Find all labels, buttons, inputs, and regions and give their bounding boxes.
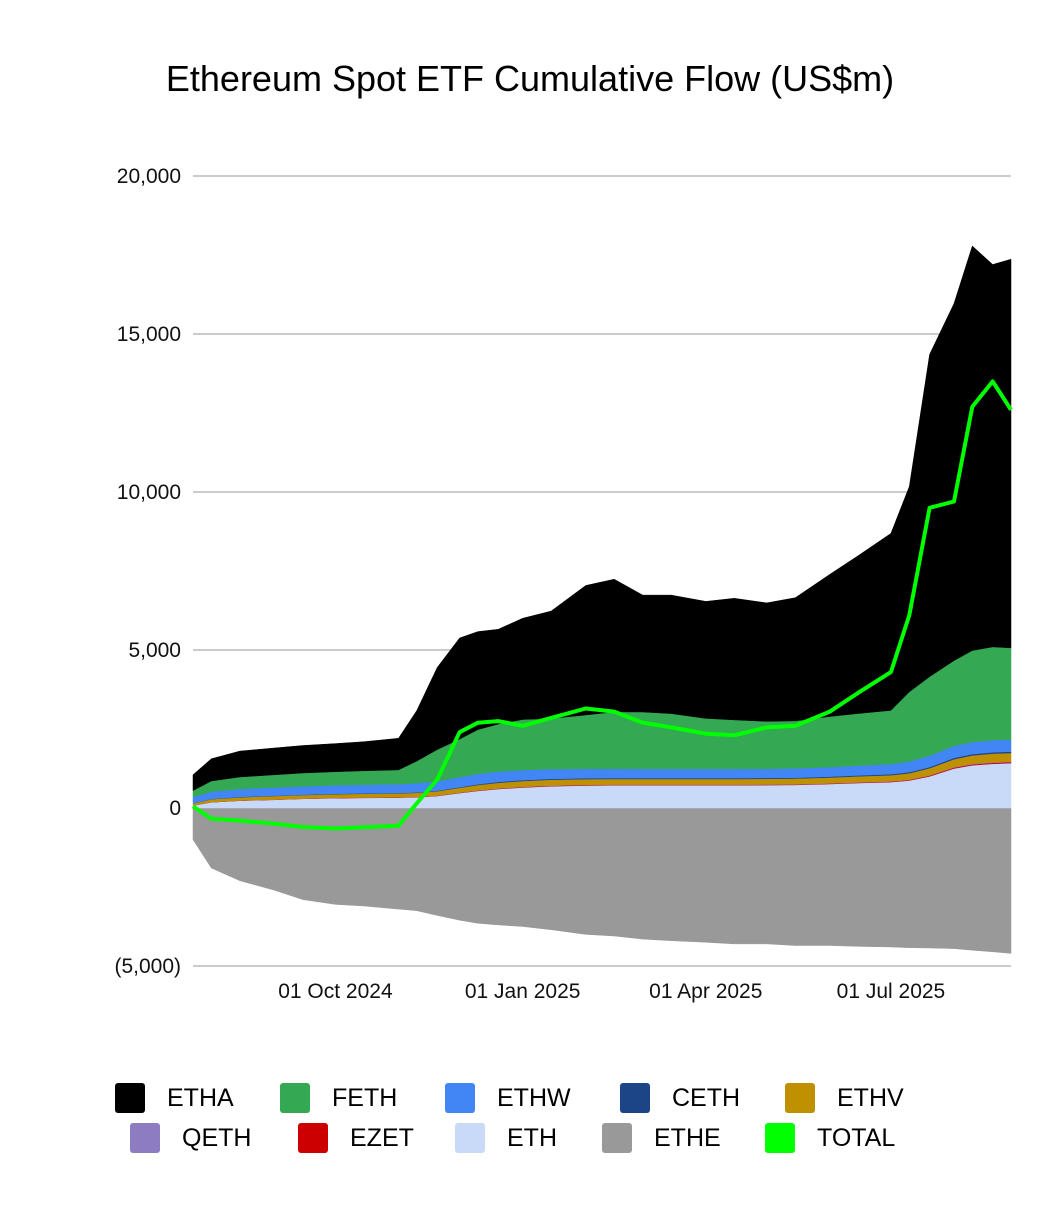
legend-swatch bbox=[785, 1083, 815, 1113]
legend-swatch bbox=[130, 1123, 160, 1153]
area-etha bbox=[192, 245, 1012, 792]
y-tick-label: 0 bbox=[169, 797, 181, 820]
legend-label: FETH bbox=[332, 1083, 398, 1112]
legend-label: ETHA bbox=[167, 1083, 234, 1112]
area-ethe bbox=[192, 807, 1012, 954]
legend-item-ethe: ETHE bbox=[602, 1123, 721, 1153]
x-tick-label: 01 Jul 2025 bbox=[837, 980, 946, 1003]
legend-swatch bbox=[115, 1083, 145, 1113]
x-tick-label: 01 Jan 2025 bbox=[465, 980, 581, 1003]
legend-item-ezet: EZET bbox=[298, 1123, 414, 1153]
legend: ETHA FETH ETHW CETH ETHV QETH EZET ETH ETHE TOTAL bbox=[115, 1078, 935, 1158]
legend-label: QETH bbox=[182, 1123, 252, 1152]
y-tick-label: 15,000 bbox=[117, 323, 181, 346]
legend-swatch bbox=[298, 1123, 328, 1153]
y-tick-label: 5,000 bbox=[128, 639, 181, 662]
legend-item-ethw: ETHW bbox=[445, 1083, 571, 1113]
legend-swatch bbox=[280, 1083, 310, 1113]
y-tick-label: (5,000) bbox=[114, 955, 181, 978]
legend-swatch bbox=[455, 1123, 485, 1153]
legend-label: ETH bbox=[507, 1123, 557, 1152]
legend-label: CETH bbox=[672, 1083, 741, 1112]
y-tick-label: 10,000 bbox=[117, 481, 181, 504]
legend-item-ethv: ETHV bbox=[785, 1083, 904, 1113]
line-total bbox=[191, 379, 1013, 831]
legend-swatch bbox=[765, 1123, 795, 1153]
legend-item-ceth: CETH bbox=[620, 1083, 740, 1113]
legend-item-etha: ETHA bbox=[115, 1083, 234, 1113]
legend-item-eth: ETH bbox=[455, 1123, 557, 1153]
legend-label: TOTAL bbox=[817, 1123, 896, 1152]
y-axis-ticks: 20,000 15,000 10,000 5,000 0 (5,000) bbox=[114, 165, 181, 978]
legend-item-total: TOTAL bbox=[765, 1123, 895, 1153]
legend-swatch bbox=[602, 1123, 632, 1153]
area-series bbox=[192, 245, 1012, 954]
y-tick-label: 20,000 bbox=[117, 165, 181, 188]
legend-row: ETHA FETH ETHW CETH ETHV bbox=[115, 1078, 935, 1118]
x-axis-ticks: 01 Oct 2024 01 Jan 2025 01 Apr 2025 01 Jul … bbox=[278, 980, 945, 1003]
legend-label: ETHE bbox=[654, 1123, 721, 1152]
chart-title: Ethereum Spot ETF Cumulative Flow (US$m) bbox=[165, 58, 895, 99]
legend-swatch bbox=[620, 1083, 650, 1113]
chart-plot: 20,000 15,000 10,000 5,000 0 (5,000) 01 Oct 2… bbox=[114, 165, 1013, 1003]
legend-label: ETHV bbox=[837, 1083, 904, 1112]
x-tick-label: 01 Oct 2024 bbox=[278, 980, 393, 1003]
legend-swatch bbox=[445, 1083, 475, 1113]
legend-item-qeth: QETH bbox=[130, 1123, 251, 1153]
legend-row: QETH EZET ETH ETHE TOTAL bbox=[115, 1118, 935, 1158]
total-line-layer bbox=[191, 379, 1013, 831]
legend-label: EZET bbox=[350, 1123, 414, 1152]
legend-label: ETHW bbox=[497, 1083, 571, 1112]
legend-item-feth: FETH bbox=[280, 1083, 397, 1113]
x-tick-label: 01 Apr 2025 bbox=[649, 980, 762, 1003]
